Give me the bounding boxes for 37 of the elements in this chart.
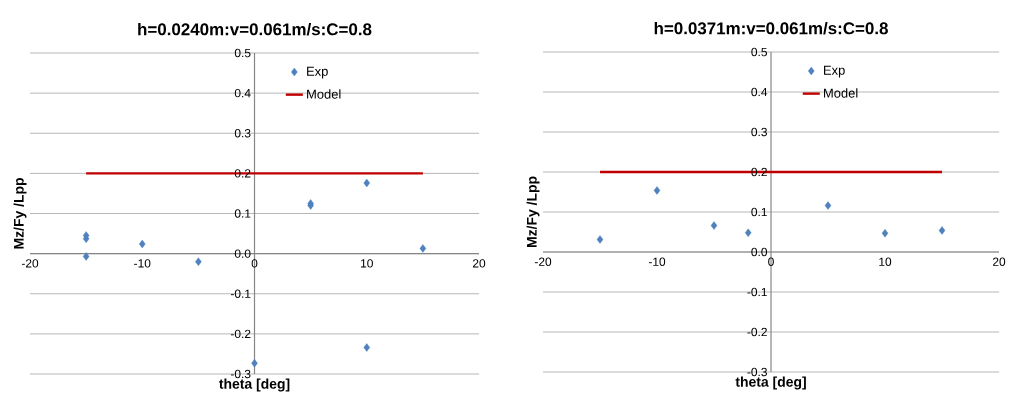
y-tick-label: 0.1 <box>234 209 251 218</box>
y-tick-label: 0.4 <box>751 87 768 97</box>
y-tick-label: -0.1 <box>230 289 251 298</box>
legend-label: Exp <box>307 66 328 79</box>
legend-label: Exp <box>824 65 845 78</box>
y-axis-title: Mz/Fy /Lpp <box>526 176 540 248</box>
y-tick-label: -0.2 <box>230 329 251 339</box>
x-tick-label: -10 <box>134 259 151 268</box>
y-tick-label: 0.3 <box>751 127 767 137</box>
x-tick-label: 20 <box>472 259 486 268</box>
chart-title: h=0.0240m:v=0.061m/s:C=0.8 <box>138 22 372 36</box>
x-tick-label: -10 <box>648 257 666 266</box>
y-tick-label: -0.3 <box>230 369 251 379</box>
y-tick-label: -0.1 <box>747 287 767 297</box>
y-tick-label: 0.1 <box>751 207 767 217</box>
y-tick-label: 0.0 <box>751 247 768 257</box>
y-tick-label: 0.0 <box>234 249 251 258</box>
y-tick-label: 0.4 <box>234 88 251 98</box>
y-tick-label: 0.5 <box>234 48 251 58</box>
x-tick-label: 0 <box>768 257 774 266</box>
y-tick-label: -0.3 <box>747 367 767 377</box>
x-tick-label: -20 <box>534 257 552 266</box>
chart-title: h=0.0371m:v=0.061m/s:C=0.8 <box>654 21 888 35</box>
x-tick-label: 0 <box>251 259 258 268</box>
x-axis-title: theta [deg] <box>219 378 290 392</box>
x-tick-label: 10 <box>879 257 892 266</box>
x-tick-label: 20 <box>992 257 1006 266</box>
y-tick-label: 0.5 <box>751 47 767 57</box>
x-axis-title: theta [deg] <box>735 376 806 390</box>
y-tick-label: 0.3 <box>234 129 251 138</box>
x-tick-label: -20 <box>21 259 39 268</box>
x-tick-label: 10 <box>361 259 373 268</box>
y-axis-title: Mz/Fy /Lpp <box>13 178 27 249</box>
y-tick-label: -0.2 <box>747 327 767 337</box>
y-tick-label: 0.2 <box>234 169 251 178</box>
legend-label: Model <box>307 89 341 99</box>
legend-label: Model <box>824 88 858 98</box>
